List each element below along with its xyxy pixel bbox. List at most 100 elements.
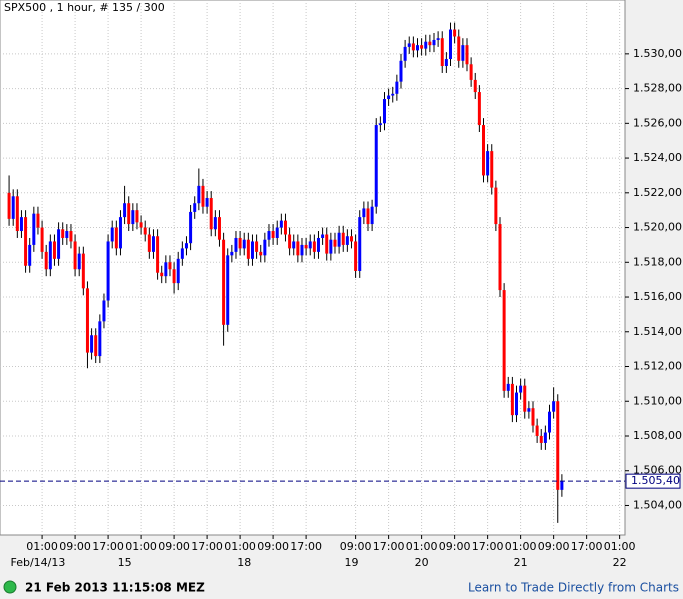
candle-body bbox=[24, 217, 28, 266]
candle-body bbox=[259, 251, 263, 256]
x-tick-label: 01:00 bbox=[26, 540, 58, 553]
candle-body bbox=[345, 236, 349, 245]
promo-link[interactable]: Learn to Trade Directly from Charts bbox=[468, 581, 679, 595]
date-label: 19 bbox=[344, 556, 358, 569]
x-tick-label: 09:00 bbox=[340, 540, 372, 553]
candle-body bbox=[226, 255, 230, 325]
y-tick-label: 1.530,00 bbox=[633, 47, 682, 60]
x-tick-label: 09:00 bbox=[538, 540, 570, 553]
timestamp: 21 Feb 2013 11:15:08 MEZ bbox=[25, 581, 205, 595]
candle-body bbox=[217, 217, 221, 240]
y-tick-label: 1.526,00 bbox=[633, 116, 682, 129]
candle-body bbox=[44, 251, 48, 270]
plot-area bbox=[0, 0, 626, 536]
candle-body bbox=[11, 196, 15, 219]
candle-body bbox=[189, 211, 193, 244]
candle-body bbox=[292, 241, 296, 249]
candle-body bbox=[337, 232, 341, 247]
candle-body bbox=[560, 481, 564, 490]
date-label: 15 bbox=[118, 556, 132, 569]
candle-body bbox=[448, 29, 452, 60]
candle-body bbox=[234, 237, 238, 252]
y-tick-label: 1.524,00 bbox=[633, 151, 682, 164]
candle-body bbox=[205, 198, 209, 207]
candle-body bbox=[527, 408, 531, 412]
candle-body bbox=[473, 79, 477, 93]
candle-body bbox=[444, 59, 448, 67]
candle-body bbox=[341, 232, 345, 245]
candle-body bbox=[52, 241, 56, 259]
candle-body bbox=[403, 46, 407, 61]
candle-body bbox=[250, 241, 254, 259]
y-tick-label: 1.510,00 bbox=[633, 394, 682, 407]
candle-body bbox=[391, 93, 395, 96]
candle-body bbox=[490, 151, 494, 188]
y-tick-label: 1.504,00 bbox=[633, 498, 682, 511]
candle-body bbox=[143, 227, 147, 235]
candle-body bbox=[515, 392, 519, 416]
candle-body bbox=[304, 244, 308, 249]
candle-body bbox=[255, 241, 259, 252]
x-tick-label: 17:00 bbox=[290, 540, 322, 553]
x-tick-label: 17:00 bbox=[571, 540, 603, 553]
candle-body bbox=[407, 43, 411, 47]
x-tick-label: 09:00 bbox=[439, 540, 471, 553]
date-label: 22 bbox=[613, 556, 627, 569]
candle-body bbox=[296, 241, 300, 256]
candle-body bbox=[370, 206, 374, 225]
candle-body bbox=[552, 401, 556, 412]
candle-body bbox=[308, 241, 312, 249]
candle-body bbox=[32, 213, 36, 245]
candle-body bbox=[415, 45, 419, 51]
candle-body bbox=[263, 239, 267, 256]
candle-body bbox=[106, 241, 110, 301]
candle-body bbox=[73, 241, 77, 270]
candle-body bbox=[118, 217, 122, 249]
candle-body bbox=[131, 210, 135, 225]
candle-body bbox=[172, 269, 176, 284]
candle-body bbox=[399, 60, 403, 82]
candle-body bbox=[362, 208, 366, 218]
candle-body bbox=[523, 385, 527, 412]
date-label: 18 bbox=[237, 556, 251, 569]
candle-body bbox=[510, 383, 514, 416]
candle-body bbox=[85, 288, 89, 353]
candle-body bbox=[461, 45, 465, 61]
candle-body bbox=[358, 217, 362, 271]
candle-body bbox=[213, 217, 217, 230]
candle-body bbox=[316, 237, 320, 252]
candle-body bbox=[333, 239, 337, 247]
candle-body bbox=[222, 239, 226, 325]
candle-body bbox=[543, 432, 547, 443]
candle-body bbox=[102, 300, 106, 322]
candle-body bbox=[98, 321, 102, 357]
current-price-label: 1.505,40 bbox=[631, 474, 680, 487]
candle-body bbox=[321, 234, 325, 238]
candle-body bbox=[176, 258, 180, 284]
candle-body bbox=[288, 234, 292, 249]
current-price-box bbox=[625, 473, 681, 489]
candle-body bbox=[411, 43, 415, 51]
candle-body bbox=[65, 231, 69, 238]
candle-body bbox=[28, 244, 32, 266]
candle-body bbox=[354, 241, 358, 271]
x-tick-label: 01:00 bbox=[406, 540, 438, 553]
y-tick-label: 1.506,00 bbox=[633, 464, 682, 477]
candle-body bbox=[486, 151, 490, 176]
candle-body bbox=[90, 335, 94, 353]
date-label: Feb/14/13 bbox=[11, 556, 66, 569]
y-tick-label: 1.514,00 bbox=[633, 325, 682, 338]
y-tick-label: 1.516,00 bbox=[633, 290, 682, 303]
candle-body bbox=[81, 253, 85, 289]
candle-body bbox=[164, 262, 168, 277]
candle-body bbox=[395, 81, 399, 94]
candle-body bbox=[267, 231, 271, 240]
candle-body bbox=[312, 241, 316, 252]
x-tick-label: 01:00 bbox=[224, 540, 256, 553]
candle-body bbox=[242, 239, 246, 249]
candle-body bbox=[374, 125, 378, 207]
candle-body bbox=[77, 253, 81, 270]
candle-body bbox=[57, 229, 61, 259]
candle-body bbox=[366, 208, 370, 225]
